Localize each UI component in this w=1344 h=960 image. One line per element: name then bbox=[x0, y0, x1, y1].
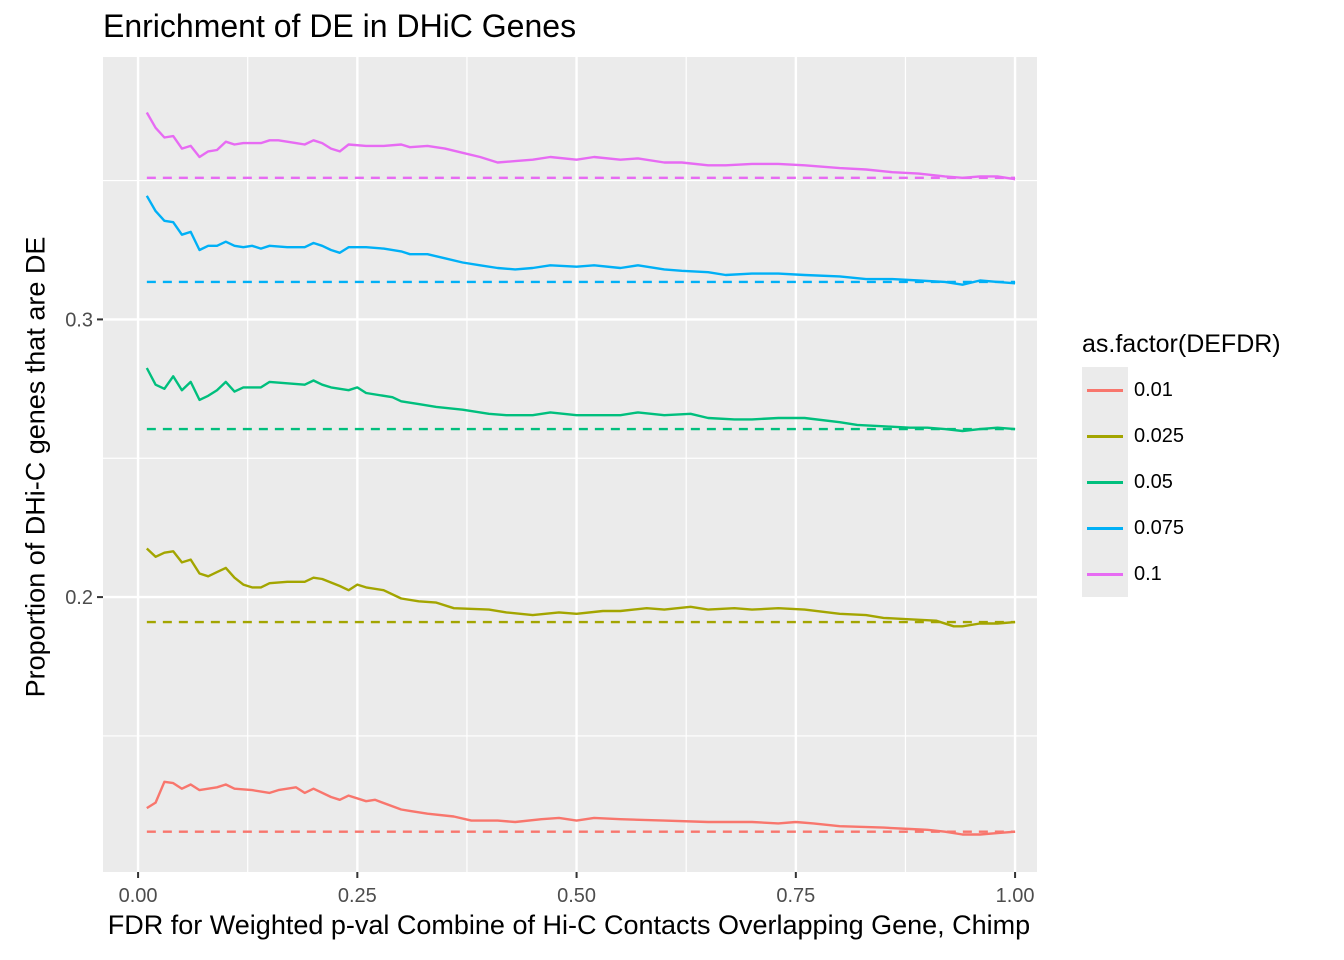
legend-key bbox=[1082, 459, 1128, 505]
legend-key bbox=[1082, 505, 1128, 551]
chart-title: Enrichment of DE in DHiC Genes bbox=[103, 8, 577, 44]
x-tick-label: 0.00 bbox=[119, 885, 158, 907]
legend-label: 0.1 bbox=[1134, 562, 1162, 585]
x-tick-label: 0.25 bbox=[338, 885, 377, 907]
legend-label: 0.05 bbox=[1134, 470, 1173, 493]
legend-title: as.factor(DEFDR) bbox=[1082, 330, 1281, 358]
x-tick-label: 0.50 bbox=[557, 885, 596, 907]
legend-key bbox=[1082, 367, 1128, 413]
y-axis-label: Proportion of DHi-C genes that are DE bbox=[20, 236, 51, 698]
legend-label: 0.025 bbox=[1134, 424, 1185, 447]
legend-key bbox=[1082, 551, 1128, 597]
legend-label: 0.01 bbox=[1134, 378, 1173, 401]
legend-items: 0.01 0.025 0.05 0.075 0.1 bbox=[1082, 367, 1281, 597]
legend-swatch bbox=[1087, 573, 1123, 576]
legend-item: 0.05 bbox=[1082, 459, 1281, 505]
legend-item: 0.01 bbox=[1082, 367, 1281, 413]
y-tick-label: 0.3 bbox=[65, 309, 93, 331]
legend-swatch bbox=[1087, 481, 1123, 484]
series-line-0-01 bbox=[146, 780, 1016, 836]
series-line-0-05 bbox=[145, 367, 1016, 433]
legend-swatch bbox=[1087, 527, 1123, 530]
series-line-0-1 bbox=[145, 111, 1016, 181]
legend-item: 0.075 bbox=[1082, 505, 1281, 551]
x-tick-label: 1.00 bbox=[996, 885, 1035, 907]
legend-item: 0.1 bbox=[1082, 551, 1281, 597]
legend-key bbox=[1082, 413, 1128, 459]
series-line-0-025 bbox=[145, 547, 1016, 628]
legend-item: 0.025 bbox=[1082, 413, 1281, 459]
legend-label: 0.075 bbox=[1134, 516, 1185, 539]
series-line-0-075 bbox=[145, 195, 1016, 286]
legend: as.factor(DEFDR) 0.01 0.025 0.05 0.075 0.1 bbox=[1082, 330, 1281, 597]
plot-panel-background bbox=[103, 57, 1037, 872]
y-tick-label: 0.2 bbox=[65, 587, 93, 609]
legend-swatch bbox=[1087, 389, 1123, 392]
x-axis-label: FDR for Weighted p-val Combine of Hi-C C… bbox=[107, 910, 1031, 940]
x-tick-label: 0.75 bbox=[776, 885, 815, 907]
legend-swatch bbox=[1087, 435, 1123, 438]
